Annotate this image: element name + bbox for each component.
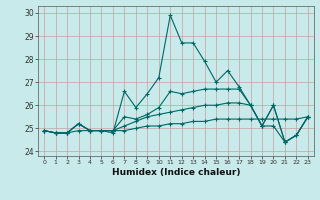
X-axis label: Humidex (Indice chaleur): Humidex (Indice chaleur) — [112, 168, 240, 177]
